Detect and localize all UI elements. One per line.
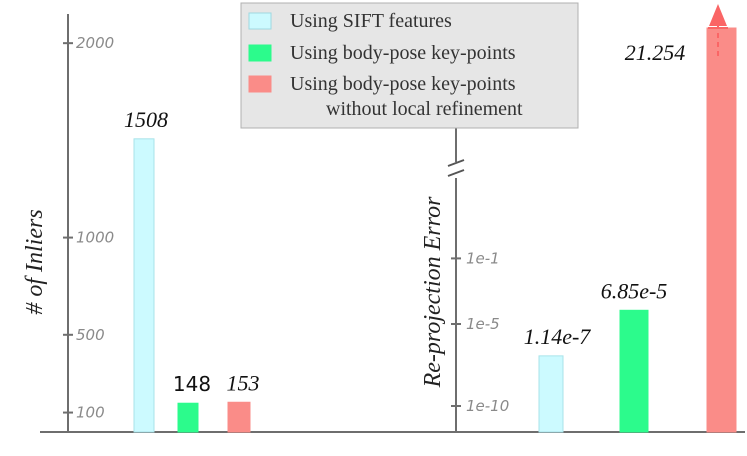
error-bar-sift <box>538 355 564 433</box>
legend-swatch-sift <box>248 12 272 30</box>
error-label-sift: 1.14e-7 <box>524 324 592 349</box>
error-y-tick-label: 1e-5 <box>466 315 500 333</box>
error-bar-no-refinement <box>706 27 737 433</box>
legend-label-body-pose: Using body-pose key-points <box>290 42 516 64</box>
inliers-label-body-pose: 148 <box>173 372 211 396</box>
error-panel: Re-projection Error 1e-10 1e-5 1e-1 1.14e-7… <box>420 4 737 433</box>
overflow-arrow-icon <box>708 4 728 58</box>
legend: Using SIFT features Using body-pose key-… <box>240 2 579 129</box>
inliers-label-sift: 1508 <box>124 107 168 132</box>
error-bar-body-pose <box>619 309 649 433</box>
legend-box <box>240 2 579 129</box>
inliers-bar-body-pose <box>177 402 199 433</box>
inliers-bar-no-refinement <box>227 401 251 433</box>
error-y-axis-title: Re-projection Error <box>420 196 446 389</box>
error-y-tick-label: 1e-10 <box>466 397 509 415</box>
legend-label-sift: Using SIFT features <box>290 10 452 32</box>
legend-label-no-refinement: Using body-pose key-points <box>290 73 516 95</box>
error-y-tick-label: 1e-1 <box>466 249 500 267</box>
axis-break-icon <box>447 159 465 177</box>
error-label-body-pose: 6.85e-5 <box>601 278 668 303</box>
inliers-y-tick-label: 2000 <box>76 34 114 52</box>
inliers-label-no-refinement: 153 <box>227 370 260 395</box>
inliers-y-axis-title: # of Inliers <box>22 209 48 314</box>
inliers-bar-sift <box>133 138 155 433</box>
legend-label-no-refinement-line2: without local refinement <box>326 98 523 120</box>
inliers-panel: # of Inliers 100 500 1000 2000 1508 148 153 <box>22 14 260 433</box>
inliers-y-tick-label: 100 <box>76 404 105 422</box>
legend-swatch-no-refinement <box>248 75 272 93</box>
inliers-y-tick-label: 500 <box>76 326 105 344</box>
legend-swatch-body-pose <box>248 44 272 62</box>
error-label-no-refinement: 21.254 <box>625 40 686 65</box>
inliers-y-tick-label: 1000 <box>76 229 114 247</box>
